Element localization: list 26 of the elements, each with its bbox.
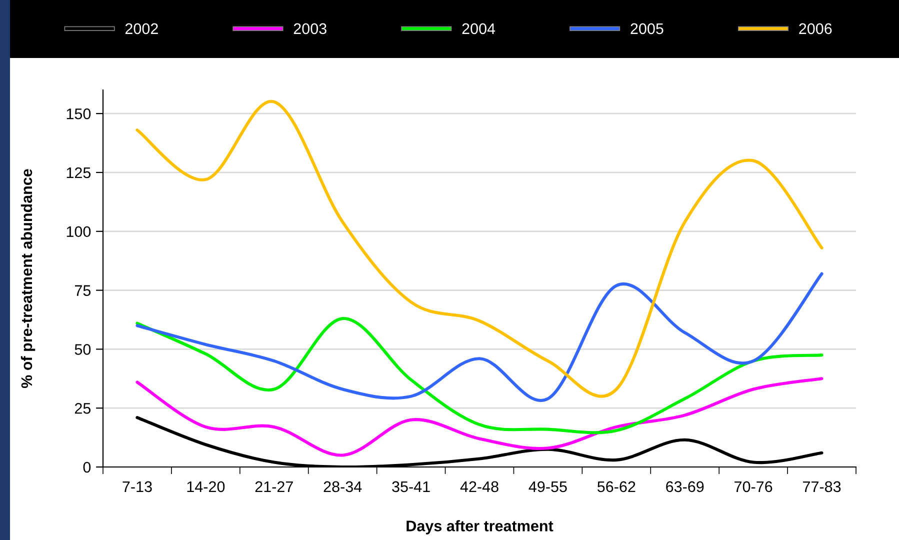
x-tick-label: 28-34: [324, 481, 362, 492]
x-tick-label: 21-27: [255, 481, 293, 492]
x-tick-label: 70-76: [734, 481, 772, 492]
y-tick-label: 25: [74, 402, 91, 414]
y-tick-label: 75: [74, 285, 91, 296]
y-tick-label: 50: [74, 344, 91, 355]
y-tick-label: 0: [83, 462, 91, 473]
x-tick-label: 42-48: [460, 481, 498, 492]
legend-label: 2002: [125, 23, 158, 34]
x-tick-label: 7-13: [122, 481, 152, 492]
y-tick-label: 150: [66, 108, 91, 120]
legend-label: 2005: [630, 23, 664, 34]
legend-label: 2006: [799, 23, 832, 34]
legend-label: 2003: [294, 23, 326, 34]
x-tick-label: 35-41: [392, 481, 430, 492]
y-axis-title: % of pre-treatment abundance: [20, 169, 36, 388]
line-series: [136, 377, 824, 457]
x-tick-label: 63-69: [666, 481, 704, 492]
y-tick-label: 100: [66, 226, 91, 238]
y-tick-label: 125: [66, 167, 91, 178]
x-tick-label: 56-62: [597, 481, 636, 492]
x-tick-label: 14-20: [187, 481, 225, 492]
x-axis-title: Days after treatment: [406, 520, 554, 534]
x-tick-label: 77-83: [803, 481, 841, 492]
x-tick-label: 49-55: [528, 481, 567, 492]
legend-label: 2004: [462, 23, 496, 34]
